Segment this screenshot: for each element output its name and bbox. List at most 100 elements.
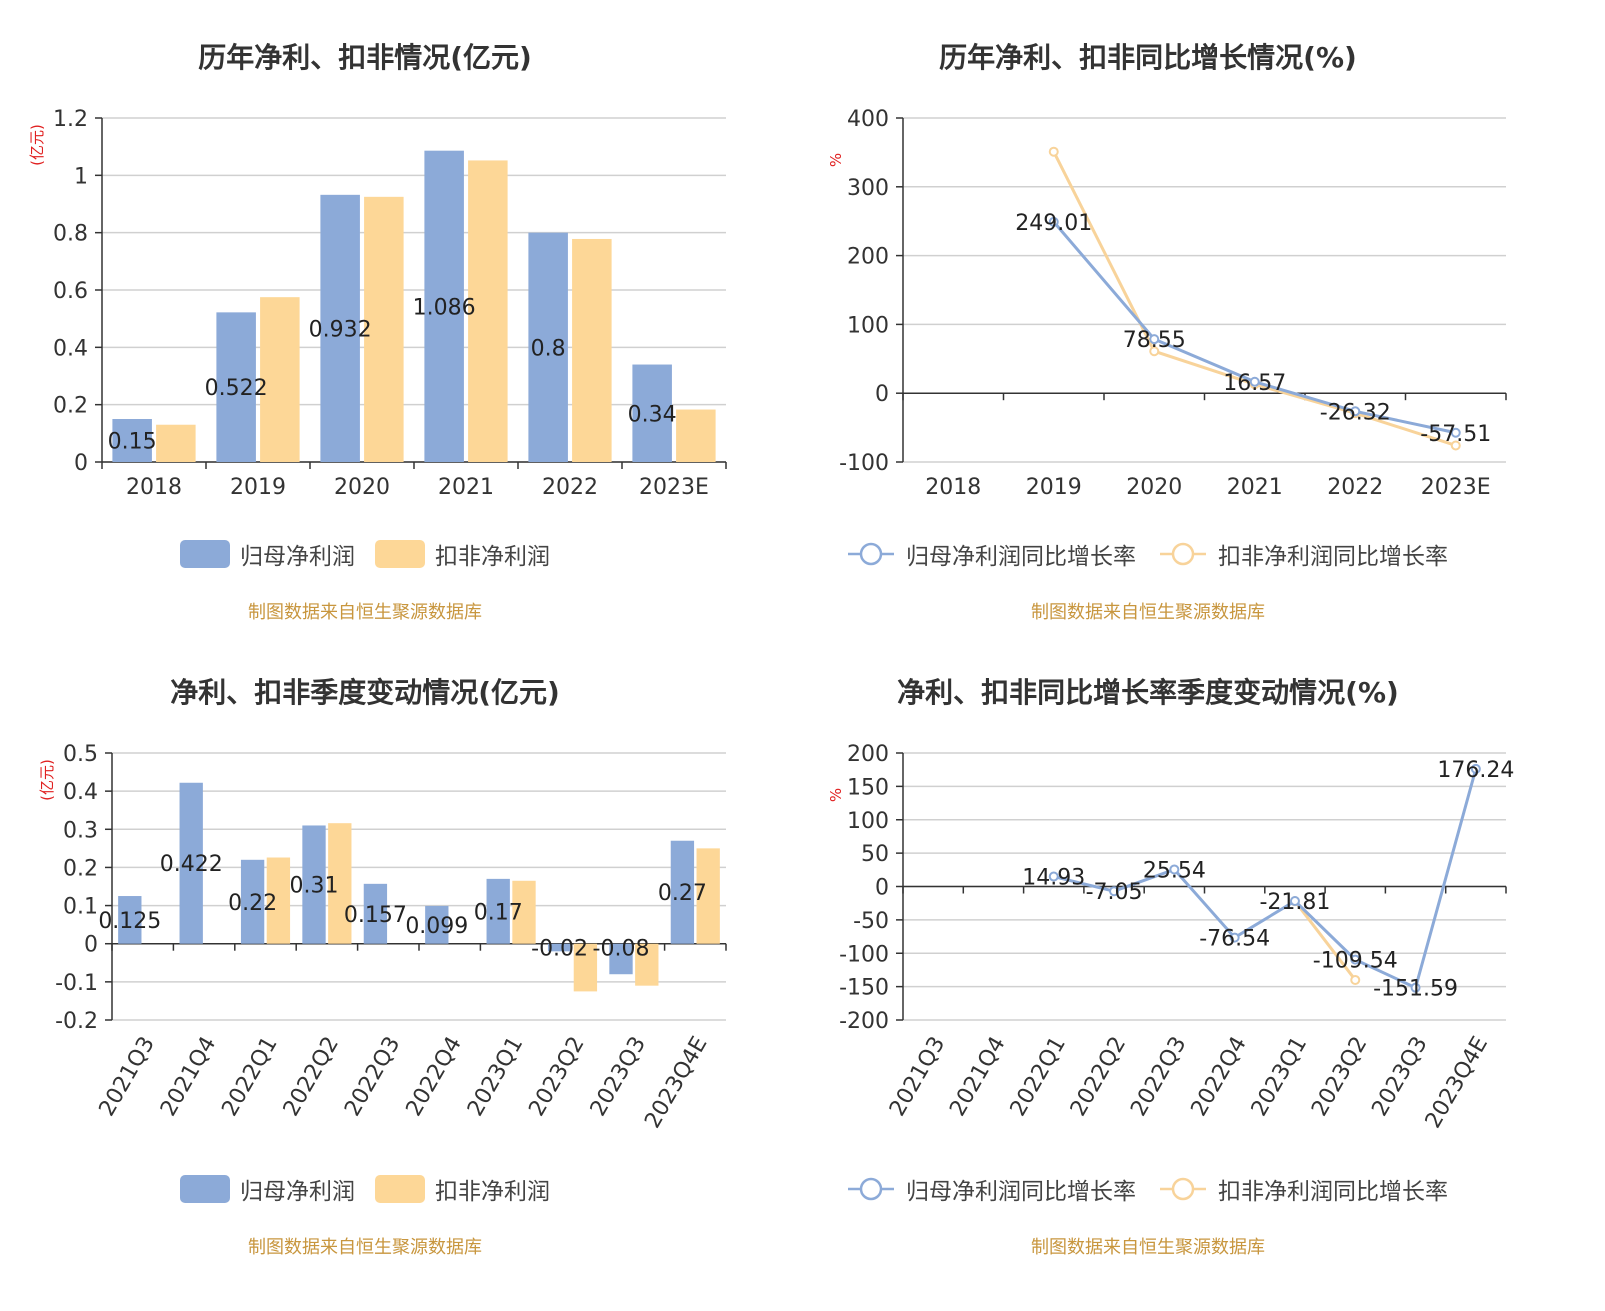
y-tick-label: 1.2 bbox=[53, 107, 88, 132]
x-tick-label: 2021 bbox=[438, 475, 494, 500]
x-tick-label: 2020 bbox=[1126, 475, 1182, 500]
chart-svg: (亿元) -0.2 -0.1 0 0.1 0.2 0.3 0.4 0.5 2021Q32021Q4… bbox=[38, 742, 727, 1133]
point-net-growth bbox=[1470, 763, 1481, 774]
chart-svg: % -100 0 100 200 300 400 2018 2019 2020 2021 2022 20… bbox=[827, 107, 1507, 500]
x-tick-label: 2022Q2 bbox=[1066, 1033, 1131, 1121]
legend-item-net: 归母净利润 bbox=[180, 1171, 355, 1207]
y-tick-label: -200 bbox=[839, 1009, 889, 1034]
x-tick-label: 2019 bbox=[1026, 475, 1082, 500]
point-net-growth bbox=[1169, 864, 1180, 875]
data-label: 176.24 bbox=[1437, 758, 1514, 783]
x-tick-label: 2023Q2 bbox=[1307, 1033, 1372, 1121]
chart-title: 净利、扣非同比增长率季度变动情况(%) bbox=[897, 676, 1399, 709]
x-tick-label: 2021Q3 bbox=[95, 1033, 160, 1121]
bar-net-profit bbox=[112, 419, 152, 462]
y-tick-label: -100 bbox=[839, 942, 889, 967]
bar-net-profit bbox=[363, 883, 388, 944]
y-unit-label: (亿元) bbox=[28, 124, 46, 166]
legend-item-deducted: 扣非净利润 bbox=[375, 1171, 550, 1207]
legend-label: 归母净利润同比增长率 bbox=[906, 544, 1136, 570]
x-tick-label: 2023Q3 bbox=[1367, 1033, 1432, 1121]
legend-swatch bbox=[375, 540, 425, 568]
x-tick-label: 2023Q3 bbox=[586, 1033, 651, 1121]
bar-deducted-profit bbox=[696, 848, 720, 944]
x-tick-label: 2021 bbox=[1227, 475, 1283, 500]
x-tick-label: 2021Q4 bbox=[945, 1033, 1010, 1121]
point-deducted-growth bbox=[1350, 974, 1361, 985]
y-tick-label: 0 bbox=[875, 876, 889, 901]
x-tick-label: 2022Q2 bbox=[279, 1033, 344, 1121]
bar-net-profit bbox=[486, 878, 510, 944]
line-deducted-growth bbox=[1052, 151, 1457, 447]
data-label: -109.54 bbox=[1313, 949, 1398, 974]
legend-marker bbox=[1171, 1177, 1195, 1201]
point-net-growth bbox=[1149, 334, 1160, 345]
data-label: 1.086 bbox=[413, 295, 476, 320]
y-tick-label: 0.2 bbox=[53, 394, 88, 419]
data-label: 0.522 bbox=[205, 376, 268, 401]
x-tick-label: 2022Q1 bbox=[217, 1033, 282, 1121]
source-note: 制图数据来自恒生聚源数据库 bbox=[1031, 1237, 1265, 1258]
point-net-growth bbox=[1350, 406, 1361, 417]
data-label: -7.05 bbox=[1086, 880, 1143, 905]
legend-item-net: 归母净利润同比增长率 bbox=[846, 536, 1136, 572]
y-tick-label: 0.4 bbox=[53, 336, 88, 361]
annual-growth-panel: 历年净利、扣非同比增长情况(%)% -100 0 100 200 300 400 2018 20… bbox=[803, 0, 1605, 655]
source-note: 制图数据来自恒生聚源数据库 bbox=[248, 1237, 482, 1258]
bar-net-profit bbox=[528, 232, 568, 462]
data-label: 16.57 bbox=[1223, 371, 1286, 396]
legend-label: 归母净利润同比增长率 bbox=[906, 1179, 1136, 1205]
x-tick-label: 2023E bbox=[639, 475, 709, 500]
bar-deducted-profit bbox=[364, 196, 404, 463]
bar-deducted-profit bbox=[676, 409, 716, 462]
x-tick-label: 2022Q4 bbox=[1187, 1033, 1252, 1121]
x-tick-label: 2023Q1 bbox=[1247, 1033, 1312, 1121]
bar-net-profit bbox=[179, 782, 203, 944]
x-tick-label: 2023Q2 bbox=[524, 1033, 589, 1121]
y-tick-label: 50 bbox=[861, 842, 889, 867]
x-tick-label: 2022Q3 bbox=[340, 1033, 405, 1121]
y-tick-label: 150 bbox=[847, 775, 889, 800]
legend-label: 归母净利润 bbox=[240, 1179, 355, 1205]
y-unit-label: (亿元) bbox=[38, 759, 56, 801]
bar-deducted-profit bbox=[156, 424, 196, 462]
legend-label: 扣非净利润 bbox=[435, 1179, 550, 1205]
data-label: 0.932 bbox=[309, 317, 372, 342]
data-label: 0.422 bbox=[160, 852, 223, 877]
point-net-growth bbox=[1249, 376, 1260, 387]
point-net-growth bbox=[1048, 871, 1059, 882]
annual-profit-panel: 历年净利、扣非情况(亿元) (亿元) 0 0.2 0.4 0.6 0.8 1 1.2 2018 20… bbox=[0, 0, 802, 655]
legend-item-deducted: 扣非净利润同比增长率 bbox=[1158, 536, 1448, 572]
point-net-growth bbox=[1289, 896, 1300, 907]
y-tick-label: 200 bbox=[847, 742, 889, 767]
x-tick-label: 2018 bbox=[925, 475, 981, 500]
source-note: 制图数据来自恒生聚源数据库 bbox=[248, 602, 482, 623]
legend-label: 扣非净利润同比增长率 bbox=[1218, 1179, 1448, 1205]
point-deducted-growth bbox=[1149, 346, 1160, 357]
point-net-growth bbox=[1229, 932, 1240, 943]
y-tick-label: 0.6 bbox=[53, 279, 88, 304]
legend: 归母净利润 扣非净利润 bbox=[0, 1171, 802, 1207]
legend: 归母净利润同比增长率 扣非净利润同比增长率 bbox=[803, 536, 1605, 572]
data-label: 249.01 bbox=[1015, 211, 1092, 236]
data-label: 0.22 bbox=[228, 891, 277, 916]
y-tick-label: -50 bbox=[853, 909, 889, 934]
chart-title: 历年净利、扣非情况(亿元) bbox=[198, 41, 532, 74]
legend-item-deducted: 扣非净利润同比增长率 bbox=[1158, 1171, 1448, 1207]
y-tick-label: -0.2 bbox=[55, 1009, 98, 1034]
x-tick-label: 2021Q3 bbox=[885, 1033, 950, 1121]
line-net-growth bbox=[1053, 768, 1478, 990]
y-tick-label: 0.5 bbox=[63, 742, 98, 767]
source-note: 制图数据来自恒生聚源数据库 bbox=[1031, 602, 1265, 623]
x-tick-label: 2022Q3 bbox=[1126, 1033, 1191, 1121]
data-label: 0.15 bbox=[108, 430, 157, 455]
data-label: 0.157 bbox=[344, 903, 407, 928]
x-tick-label: 2018 bbox=[126, 475, 182, 500]
bar-net-profit bbox=[302, 825, 326, 944]
x-tick-label: 2022 bbox=[542, 475, 598, 500]
data-label: 0.17 bbox=[474, 900, 523, 925]
data-label: 0.8 bbox=[531, 336, 566, 361]
bar-net-profit bbox=[216, 312, 256, 462]
y-tick-label: 100 bbox=[847, 313, 889, 338]
quarterly-growth-panel: 净利、扣非同比增长率季度变动情况(%)% -200 -150 -100 -50 0 50 10… bbox=[803, 655, 1605, 1310]
